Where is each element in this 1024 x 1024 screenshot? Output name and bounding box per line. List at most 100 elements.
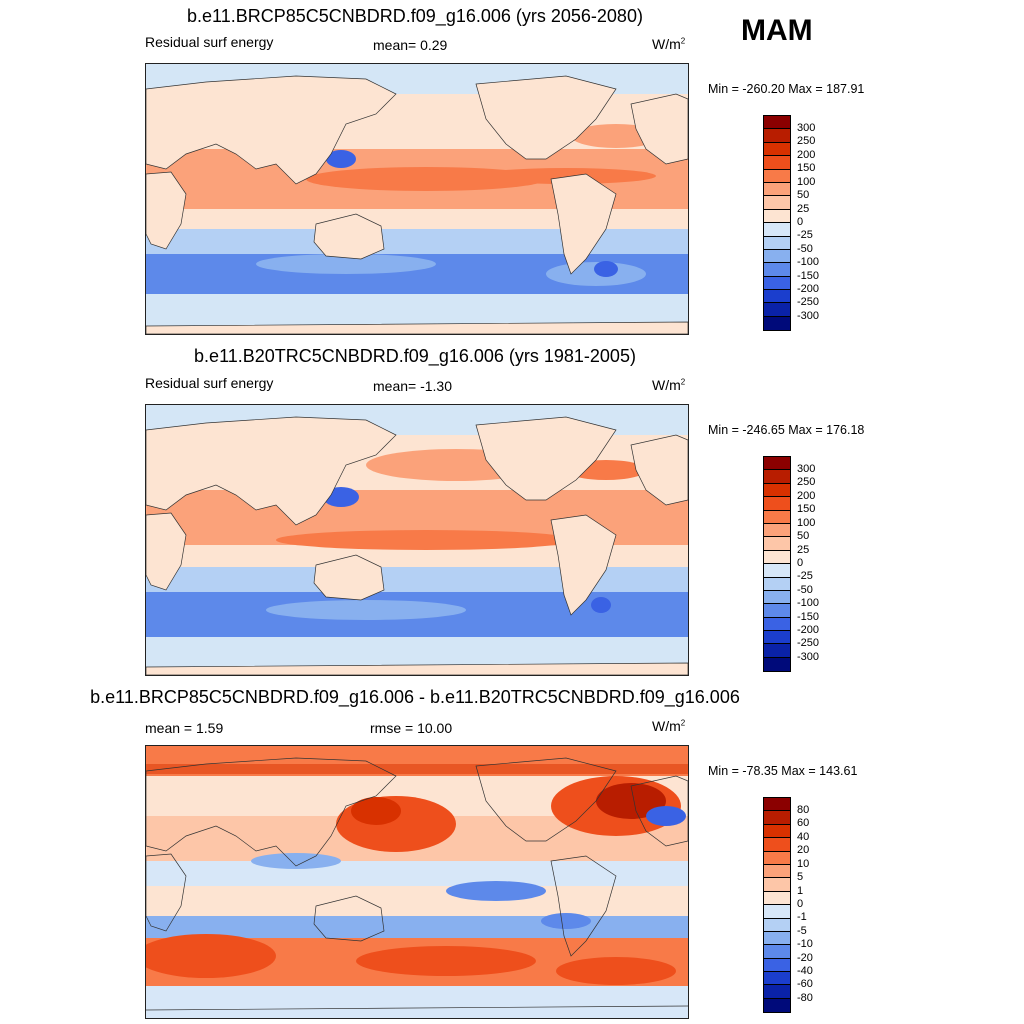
colorbar-swatch bbox=[764, 209, 790, 224]
colorbar-label: -25 bbox=[797, 570, 813, 582]
colorbar-label: 200 bbox=[797, 490, 816, 502]
colorbar-swatch bbox=[764, 316, 790, 331]
panel-2-colorbar bbox=[763, 456, 791, 673]
colorbar-label: -200 bbox=[797, 283, 820, 295]
panel-3-units: W/m2 bbox=[652, 718, 686, 734]
panel-1-title: b.e11.BRCP85C5CNBDRD.f09_g16.006 (yrs 20… bbox=[187, 6, 643, 26]
colorbar-swatch bbox=[764, 851, 790, 865]
colorbar-label: 250 bbox=[797, 476, 816, 488]
colorbar-swatch bbox=[764, 657, 790, 672]
colorbar-swatch bbox=[764, 550, 790, 565]
colorbar-swatch bbox=[764, 644, 790, 658]
colorbar-swatch bbox=[764, 276, 790, 291]
colorbar-label: 250 bbox=[797, 135, 816, 147]
colorbar-swatch bbox=[764, 537, 790, 551]
colorbar-swatch bbox=[764, 129, 790, 143]
colorbar-swatch bbox=[764, 905, 790, 919]
colorbar-swatch bbox=[764, 510, 790, 524]
colorbar-swatch bbox=[764, 811, 790, 825]
colorbar-label: 25 bbox=[797, 203, 810, 215]
colorbar-swatch bbox=[764, 223, 790, 237]
colorbar-swatch bbox=[764, 945, 790, 959]
colorbar-label: 60 bbox=[797, 817, 810, 829]
colorbar-swatch bbox=[764, 263, 790, 277]
colorbar-swatch bbox=[764, 590, 790, 605]
panel-2-title: b.e11.B20TRC5CNBDRD.f09_g16.006 (yrs 198… bbox=[194, 346, 636, 366]
colorbar-swatch bbox=[764, 169, 790, 183]
colorbar-label: 5 bbox=[797, 871, 804, 883]
colorbar-swatch bbox=[764, 303, 790, 317]
colorbar-label: -250 bbox=[797, 637, 820, 649]
colorbar-swatch bbox=[764, 236, 790, 250]
colorbar-label: -50 bbox=[797, 584, 813, 596]
colorbar-label: -10 bbox=[797, 938, 813, 950]
colorbar-label: 300 bbox=[797, 463, 816, 475]
season-label: MAM bbox=[741, 14, 813, 47]
colorbar-swatch bbox=[764, 523, 790, 538]
colorbar-swatch bbox=[764, 958, 790, 973]
colorbar-swatch bbox=[764, 604, 790, 618]
colorbar-label: 0 bbox=[797, 216, 804, 228]
colorbar-label: -20 bbox=[797, 952, 813, 964]
colorbar-label: 50 bbox=[797, 189, 810, 201]
colorbar-swatch bbox=[764, 891, 790, 906]
panel-3-colorbar bbox=[763, 797, 791, 1014]
panel-3-rmse-label: rmse = 10.00 bbox=[370, 720, 453, 736]
panel-3-minmax: Min = -78.35 Max = 143.61 bbox=[708, 764, 858, 778]
panel-2-minmax: Min = -246.65 Max = 176.18 bbox=[708, 423, 865, 437]
colorbar-label: 25 bbox=[797, 544, 810, 556]
colorbar-label: -200 bbox=[797, 624, 820, 636]
colorbar-swatch bbox=[764, 631, 790, 645]
colorbar-swatch bbox=[764, 290, 790, 304]
colorbar-label: 0 bbox=[797, 557, 804, 569]
colorbar-label: -250 bbox=[797, 296, 820, 308]
colorbar-label: -300 bbox=[797, 651, 820, 663]
colorbar-swatch bbox=[764, 824, 790, 839]
colorbar-swatch bbox=[764, 457, 790, 471]
colorbar-label: 10 bbox=[797, 858, 810, 870]
colorbar-label: -5 bbox=[797, 925, 807, 937]
panel-3-mean-label: mean = 1.59 bbox=[145, 720, 224, 736]
colorbar-swatch bbox=[764, 972, 790, 986]
colorbar-swatch bbox=[764, 196, 790, 210]
colorbar-swatch bbox=[764, 182, 790, 197]
colorbar-swatch bbox=[764, 497, 790, 511]
colorbar-label: -150 bbox=[797, 611, 820, 623]
colorbar-label: 300 bbox=[797, 122, 816, 134]
colorbar-label: 100 bbox=[797, 176, 816, 188]
colorbar-label: 40 bbox=[797, 831, 810, 843]
panel-3-map bbox=[145, 745, 689, 1019]
colorbar-swatch bbox=[764, 918, 790, 932]
colorbar-label: -60 bbox=[797, 978, 813, 990]
panel-3-title: b.e11.BRCP85C5CNBDRD.f09_g16.006 - b.e11… bbox=[90, 687, 740, 707]
panel-1-map bbox=[145, 63, 689, 335]
colorbar-swatch bbox=[764, 483, 790, 498]
colorbar-swatch bbox=[764, 864, 790, 879]
colorbar-label: 80 bbox=[797, 804, 810, 816]
colorbar-swatch bbox=[764, 798, 790, 812]
colorbar-swatch bbox=[764, 617, 790, 632]
colorbar-label: 100 bbox=[797, 517, 816, 529]
colorbar-swatch bbox=[764, 249, 790, 264]
panel-2-map bbox=[145, 404, 689, 676]
colorbar-label: 150 bbox=[797, 503, 816, 515]
colorbar-swatch bbox=[764, 998, 790, 1013]
colorbar-label: -150 bbox=[797, 270, 820, 282]
colorbar-label: -1 bbox=[797, 911, 807, 923]
colorbar-swatch bbox=[764, 838, 790, 852]
colorbar-label: -40 bbox=[797, 965, 813, 977]
colorbar-label: 150 bbox=[797, 162, 816, 174]
colorbar-swatch bbox=[764, 156, 790, 170]
colorbar-label: -300 bbox=[797, 310, 820, 322]
colorbar-label: 50 bbox=[797, 530, 810, 542]
colorbar-swatch bbox=[764, 985, 790, 999]
colorbar-swatch bbox=[764, 564, 790, 578]
panel-1-minmax: Min = -260.20 Max = 187.91 bbox=[708, 82, 865, 96]
colorbar-swatch bbox=[764, 116, 790, 130]
colorbar-label: -100 bbox=[797, 256, 820, 268]
panel-2-mean-label: mean= -1.30 bbox=[373, 378, 452, 394]
colorbar-swatch bbox=[764, 470, 790, 484]
panel-1-mean-label: mean= 0.29 bbox=[373, 37, 448, 53]
panel-1-colorbar bbox=[763, 115, 791, 332]
colorbar-swatch bbox=[764, 878, 790, 892]
